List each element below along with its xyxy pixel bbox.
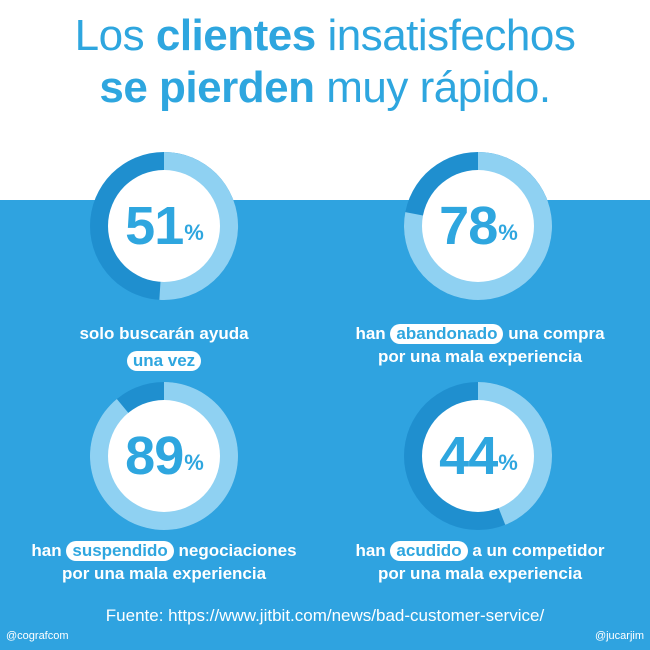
percentage-label: 51%: [86, 148, 242, 304]
stat-51-caption: solo buscarán ayuda una vez: [14, 322, 314, 372]
percentage-number: 78: [439, 196, 498, 256]
stat-44: 44%: [400, 378, 556, 534]
stat-78: 78%: [400, 148, 556, 304]
ring-chart: [90, 151, 239, 300]
title-line1-bold: clientes: [155, 11, 316, 60]
percentage-number: 44: [439, 426, 498, 486]
caption-highlight: una vez: [126, 351, 202, 371]
ring-center: [422, 400, 534, 512]
handle-left: @cografcom: [6, 630, 69, 642]
percentage-number: 51: [125, 196, 184, 256]
caption-text: han: [355, 541, 386, 560]
ring-chart: [89, 382, 238, 530]
percentage-label: 44%: [400, 378, 556, 534]
percentage-symbol: %: [498, 220, 518, 245]
caption-text: han: [31, 541, 62, 560]
stat-44-caption: han acudido a un competidor por una mala…: [330, 539, 630, 585]
ring-chart: [403, 152, 552, 300]
caption-text: negociaciones: [178, 541, 297, 560]
handle-right: @jucarjim: [594, 630, 644, 642]
stat-89-caption: han suspendido negociaciones por una mal…: [14, 539, 314, 585]
caption-text: una compra: [508, 324, 605, 343]
caption-text: solo buscarán ayuda: [79, 324, 249, 343]
ring-center: [108, 170, 220, 282]
title-line1-part1: Los: [74, 11, 145, 60]
ring-chart: [404, 382, 552, 530]
title-band: [0, 0, 650, 200]
caption-text: por una mala experiencia: [377, 347, 583, 366]
title-line2-part2: muy rápido.: [326, 63, 551, 112]
caption-highlight: abandonado: [390, 324, 504, 344]
stat-89: 89%: [86, 378, 242, 534]
percentage-symbol: %: [184, 220, 204, 245]
percentage-symbol: %: [184, 450, 204, 475]
percentage-number: 89: [125, 426, 184, 486]
source-text: Fuente: https://www.jitbit.com/news/bad-…: [105, 606, 545, 625]
page-title: Los clientes insatisfechos se pierden mu…: [0, 10, 650, 114]
caption-text: por una mala experiencia: [377, 564, 583, 583]
title-line1-part2: insatisfechos: [327, 11, 576, 60]
percentage-symbol: %: [498, 450, 518, 475]
ring-center: [108, 400, 220, 512]
percentage-label: 78%: [400, 148, 556, 304]
ring-center: [422, 170, 534, 282]
caption-highlight: suspendido: [66, 541, 174, 561]
caption-text: por una mala experiencia: [61, 564, 267, 583]
stat-78-caption: han abandonado una compra por una mala e…: [330, 322, 630, 368]
caption-text: han: [355, 324, 386, 343]
caption-highlight: acudido: [390, 541, 468, 561]
caption-text: a un competidor: [472, 541, 605, 560]
title-line2-bold: se pierden: [99, 63, 315, 112]
stat-51: 51%: [86, 148, 242, 304]
percentage-label: 89%: [86, 378, 242, 534]
